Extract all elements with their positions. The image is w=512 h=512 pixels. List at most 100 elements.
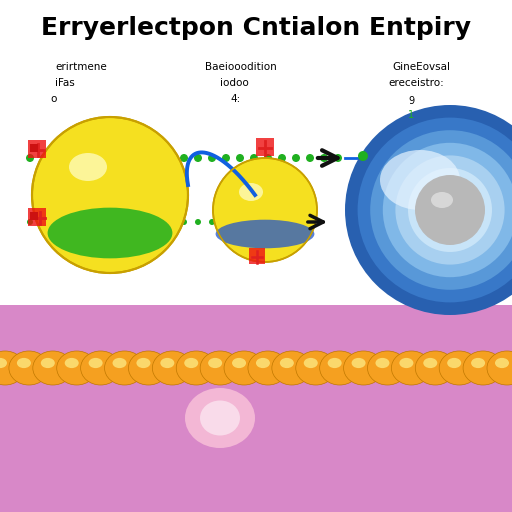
Circle shape xyxy=(97,219,103,225)
Circle shape xyxy=(167,219,173,225)
Ellipse shape xyxy=(200,351,240,385)
Circle shape xyxy=(370,130,512,290)
Circle shape xyxy=(383,143,512,277)
Circle shape xyxy=(395,156,505,265)
Ellipse shape xyxy=(280,358,294,368)
Circle shape xyxy=(138,154,146,162)
Circle shape xyxy=(208,154,216,162)
Circle shape xyxy=(223,219,229,225)
Circle shape xyxy=(82,154,90,162)
Ellipse shape xyxy=(319,351,359,385)
Text: o: o xyxy=(50,94,56,104)
Ellipse shape xyxy=(0,351,25,385)
Circle shape xyxy=(68,154,76,162)
Ellipse shape xyxy=(256,358,270,368)
Bar xyxy=(256,138,274,156)
Ellipse shape xyxy=(328,358,342,368)
Text: 9: 9 xyxy=(408,96,414,106)
Ellipse shape xyxy=(48,208,173,259)
Circle shape xyxy=(358,151,368,161)
Circle shape xyxy=(111,219,117,225)
Ellipse shape xyxy=(447,358,461,368)
Ellipse shape xyxy=(17,358,31,368)
Bar xyxy=(249,248,265,264)
Circle shape xyxy=(152,154,160,162)
Circle shape xyxy=(96,154,104,162)
Circle shape xyxy=(139,219,145,225)
Ellipse shape xyxy=(368,351,408,385)
Circle shape xyxy=(194,154,202,162)
Ellipse shape xyxy=(185,388,255,448)
Ellipse shape xyxy=(200,400,240,436)
Circle shape xyxy=(222,154,230,162)
Bar xyxy=(28,140,46,158)
Ellipse shape xyxy=(232,358,246,368)
Ellipse shape xyxy=(113,358,126,368)
Ellipse shape xyxy=(487,351,512,385)
Ellipse shape xyxy=(176,351,216,385)
Text: erirtmene: erirtmene xyxy=(55,62,106,72)
Circle shape xyxy=(32,117,188,273)
Circle shape xyxy=(292,154,300,162)
Text: 4:: 4: xyxy=(230,94,240,104)
Circle shape xyxy=(26,154,34,162)
Circle shape xyxy=(153,219,159,225)
Circle shape xyxy=(415,175,485,245)
Circle shape xyxy=(320,154,328,162)
Circle shape xyxy=(265,219,271,225)
Ellipse shape xyxy=(33,351,73,385)
Ellipse shape xyxy=(375,358,390,368)
Ellipse shape xyxy=(57,351,97,385)
Ellipse shape xyxy=(153,351,193,385)
Circle shape xyxy=(357,118,512,303)
Ellipse shape xyxy=(304,358,318,368)
Ellipse shape xyxy=(272,351,312,385)
Ellipse shape xyxy=(239,183,263,201)
Text: ereceistro:: ereceistro: xyxy=(388,78,444,88)
Circle shape xyxy=(195,219,201,225)
Circle shape xyxy=(345,105,512,315)
Circle shape xyxy=(181,219,187,225)
Ellipse shape xyxy=(0,358,7,368)
Ellipse shape xyxy=(69,153,107,181)
Ellipse shape xyxy=(129,351,168,385)
Text: Erryerlectpon Cntialon Entpiry: Erryerlectpon Cntialon Entpiry xyxy=(41,16,471,40)
Ellipse shape xyxy=(423,358,437,368)
Ellipse shape xyxy=(224,351,264,385)
Circle shape xyxy=(40,154,48,162)
Circle shape xyxy=(124,154,132,162)
Circle shape xyxy=(125,219,131,225)
Ellipse shape xyxy=(160,358,174,368)
Circle shape xyxy=(237,219,243,225)
Ellipse shape xyxy=(208,358,222,368)
Ellipse shape xyxy=(431,192,453,208)
Text: iodoo: iodoo xyxy=(220,78,249,88)
Ellipse shape xyxy=(41,358,55,368)
Circle shape xyxy=(69,219,75,225)
Ellipse shape xyxy=(495,358,509,368)
Circle shape xyxy=(293,219,299,225)
Ellipse shape xyxy=(415,351,455,385)
Circle shape xyxy=(213,158,317,262)
Ellipse shape xyxy=(248,351,288,385)
Circle shape xyxy=(27,219,33,225)
Text: 1: 1 xyxy=(408,110,414,120)
Circle shape xyxy=(251,219,257,225)
Text: Baeiooodition: Baeiooodition xyxy=(205,62,277,72)
Ellipse shape xyxy=(344,351,383,385)
Circle shape xyxy=(41,219,47,225)
Circle shape xyxy=(418,179,481,242)
Circle shape xyxy=(408,168,492,252)
Bar xyxy=(0,305,512,512)
Circle shape xyxy=(264,154,272,162)
Ellipse shape xyxy=(380,150,460,210)
Bar xyxy=(30,144,38,152)
Ellipse shape xyxy=(104,351,144,385)
Ellipse shape xyxy=(89,358,102,368)
Circle shape xyxy=(306,154,314,162)
Text: GineEovsal: GineEovsal xyxy=(392,62,450,72)
Ellipse shape xyxy=(80,351,121,385)
Circle shape xyxy=(236,154,244,162)
Ellipse shape xyxy=(9,351,49,385)
Circle shape xyxy=(209,219,215,225)
